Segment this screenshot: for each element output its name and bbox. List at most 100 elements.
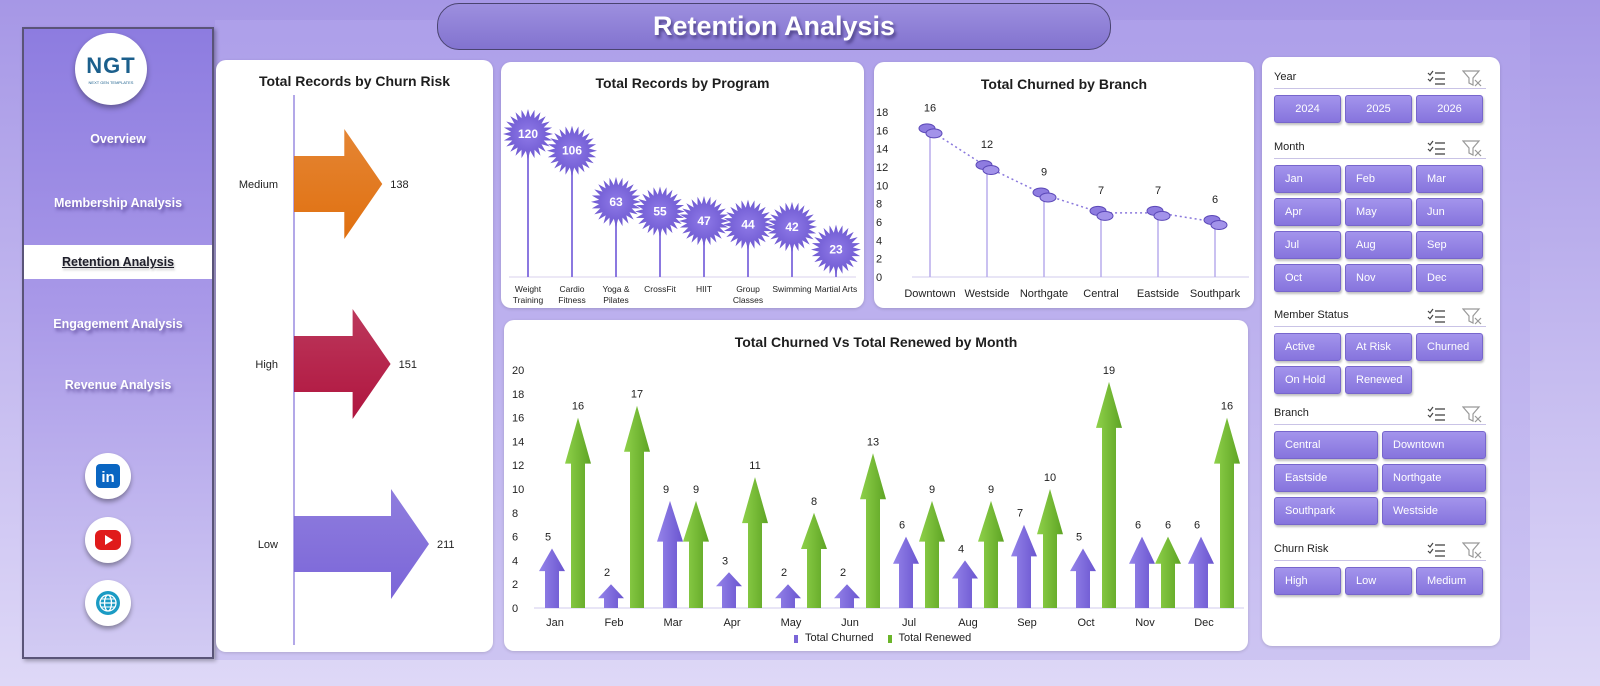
monthly-ytick: 14 xyxy=(512,436,524,448)
slicer-panel: Year 2024 2025 2026 Month Jan Feb Mar Apr May Jun J… xyxy=(1262,57,1500,646)
monthly-label-may: May xyxy=(781,617,802,629)
monthly-ytick: 20 xyxy=(512,365,524,377)
monthly-label-mar: Mar xyxy=(664,617,683,629)
multi-select-icon[interactable] xyxy=(1426,139,1446,157)
churned-arrow-oct xyxy=(1070,548,1096,608)
clear-filter-icon[interactable] xyxy=(1461,405,1482,423)
nav-retention-analysis[interactable]: Retention Analysis xyxy=(24,245,212,279)
slicer-month-aug[interactable]: Aug xyxy=(1345,231,1412,259)
slicer-year-2024[interactable]: 2024 xyxy=(1274,95,1341,123)
branch-label-westside: Westside xyxy=(964,288,1009,300)
churn-category-low: Low xyxy=(258,539,278,551)
branch-ytick: 12 xyxy=(876,162,888,174)
program-label-cardio-fitness: Cardio xyxy=(559,284,584,294)
slicer-month-jul[interactable]: Jul xyxy=(1274,231,1341,259)
branch-ytick: 16 xyxy=(876,125,888,137)
monthly-label-nov: Nov xyxy=(1135,617,1155,629)
multi-select-icon[interactable] xyxy=(1426,307,1446,325)
clear-filter-icon[interactable] xyxy=(1461,541,1482,559)
linkedin-glyph: in xyxy=(101,469,114,486)
churned-arrow-sep xyxy=(1011,524,1037,608)
slicer-branch-northgate[interactable]: Northgate xyxy=(1382,464,1486,492)
slicer-month-jan[interactable]: Jan xyxy=(1274,165,1341,193)
slicer-member-status-active[interactable]: Active xyxy=(1274,333,1341,361)
monthly-label-dec: Dec xyxy=(1194,617,1214,629)
monthly-ytick: 0 xyxy=(512,603,518,615)
branch-value-downtown: 16 xyxy=(924,102,936,114)
slicer-member-status-at-risk[interactable]: At Risk xyxy=(1345,333,1412,361)
slicer-month-dec[interactable]: Dec xyxy=(1416,264,1483,292)
monthly-ytick: 8 xyxy=(512,508,518,520)
slicer-month-mar[interactable]: Mar xyxy=(1416,165,1483,193)
slicer-branch-downtown[interactable]: Downtown xyxy=(1382,431,1486,459)
slicer-member-status-on-hold[interactable]: On Hold xyxy=(1274,366,1341,394)
monthly-label-sep: Sep xyxy=(1017,617,1037,629)
slicer-month-oct[interactable]: Oct xyxy=(1274,264,1341,292)
branch-line xyxy=(929,129,1216,223)
slicer-churn-risk-high[interactable]: High xyxy=(1274,567,1341,595)
nav-engagement-analysis[interactable]: Engagement Analysis xyxy=(53,317,183,331)
churned-arrow-jul xyxy=(893,536,919,608)
clear-filter-icon[interactable] xyxy=(1461,307,1482,325)
renewed-arrow-jan xyxy=(565,417,591,608)
program-burst-hiit xyxy=(679,196,729,246)
churned-value-feb: 2 xyxy=(604,567,610,579)
program-burst-swimming xyxy=(767,201,817,252)
slicer-churn-risk-low[interactable]: Low xyxy=(1345,567,1412,595)
branch-label-northgate: Northgate xyxy=(1020,288,1068,300)
churned-value-aug: 4 xyxy=(958,543,964,555)
branch-ytick: 8 xyxy=(876,199,882,211)
slicer-churn-risk-medium[interactable]: Medium xyxy=(1416,567,1483,595)
slicer-branch-westside[interactable]: Westside xyxy=(1382,497,1486,525)
branch-ytick: 10 xyxy=(876,180,888,192)
branch-value-central: 7 xyxy=(1098,185,1104,197)
slicer-month-nov[interactable]: Nov xyxy=(1345,264,1412,292)
clear-filter-icon[interactable] xyxy=(1461,69,1482,87)
multi-select-icon[interactable] xyxy=(1426,405,1446,423)
slicer-month-apr[interactable]: Apr xyxy=(1274,198,1341,226)
slicer-month-jun[interactable]: Jun xyxy=(1416,198,1483,226)
slicer-member-status-churned[interactable]: Churned xyxy=(1416,333,1483,361)
branch-coin-northgate xyxy=(1039,192,1057,203)
slicer-month-may[interactable]: May xyxy=(1345,198,1412,226)
linkedin-button[interactable]: in xyxy=(85,453,131,499)
churn-risk-card: Total Records by Churn Risk Medium 138 Hig… xyxy=(216,60,493,652)
nav-overview[interactable]: Overview xyxy=(90,132,146,146)
slicer-month-feb[interactable]: Feb xyxy=(1345,165,1412,193)
multi-select-icon[interactable] xyxy=(1426,69,1446,87)
slicer-member-status-renewed[interactable]: Renewed xyxy=(1345,366,1412,394)
globe-button[interactable] xyxy=(85,580,131,626)
monthly-ytick: 10 xyxy=(512,484,524,496)
linkedin-icon: in xyxy=(96,464,120,488)
program-label-weight-training: Training xyxy=(513,295,544,305)
monthly-label-feb: Feb xyxy=(605,617,624,629)
branch-ytick: 18 xyxy=(876,107,888,119)
title-bar: Retention Analysis xyxy=(437,3,1111,50)
monthly-ytick: 4 xyxy=(512,555,518,567)
churned-arrow-dec xyxy=(1188,536,1214,608)
program-label-martial-arts: Martial Arts xyxy=(815,284,858,294)
slicer-branch-eastside[interactable]: Eastside xyxy=(1274,464,1378,492)
renewed-arrow-may xyxy=(801,512,827,608)
nav-revenue-analysis[interactable]: Revenue Analysis xyxy=(64,378,172,392)
slicer-year-2026[interactable]: 2026 xyxy=(1416,95,1483,123)
multi-select-icon[interactable] xyxy=(1426,541,1446,559)
program-label-weight-training: Weight xyxy=(515,284,542,294)
churned-value-dec: 6 xyxy=(1194,520,1200,532)
slicer-title-member-status: Member Status xyxy=(1274,309,1349,321)
monthly-legend: Total Churned Total Renewed xyxy=(794,632,971,644)
slicer-month-sep[interactable]: Sep xyxy=(1416,231,1483,259)
logo-subtext: NEXT GEN TEMPLATES xyxy=(88,80,134,85)
slicer-year-2025[interactable]: 2025 xyxy=(1345,95,1412,123)
slicer-header-month: Month xyxy=(1274,139,1486,159)
churned-arrow-mar xyxy=(657,500,683,608)
churn-risk-title: Total Records by Churn Risk xyxy=(258,73,451,89)
globe-icon xyxy=(96,591,120,615)
renewed-arrow-jul xyxy=(919,500,945,608)
clear-filter-icon[interactable] xyxy=(1461,139,1482,157)
nav-membership-analysis[interactable]: Membership Analysis xyxy=(53,196,183,210)
slicer-branch-central[interactable]: Central xyxy=(1274,431,1378,459)
slicer-branch-southpark[interactable]: Southpark xyxy=(1274,497,1378,525)
program-value-yoga-pilates: 63 xyxy=(609,195,623,209)
youtube-button[interactable] xyxy=(85,517,131,563)
